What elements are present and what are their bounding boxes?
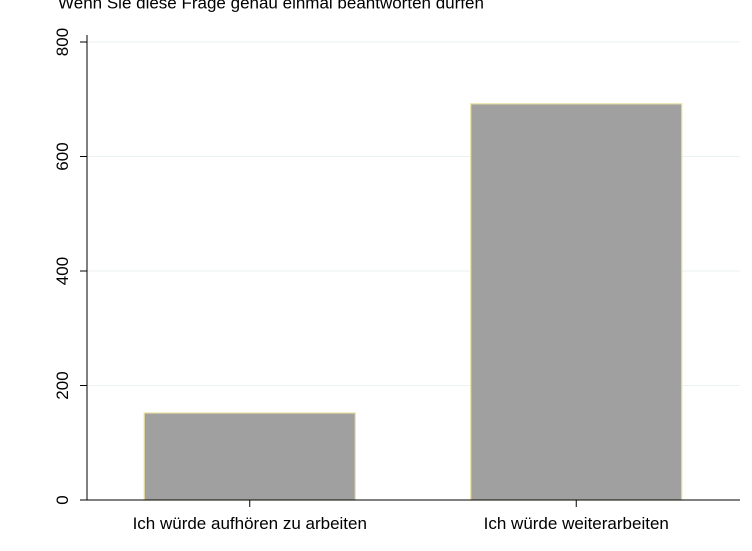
bar-1 [470,103,683,501]
y-tick-label: 200 [53,371,72,399]
y-tick-label: 600 [53,142,72,170]
axes [86,35,740,501]
x-category-label: Ich würde aufhören zu arbeiten [133,514,367,533]
y-tick-label: 0 [53,495,72,504]
y-ticks: 0 200 400 600 800 [53,28,87,505]
header-partial-text: Wenn Sie diese Frage genau einmal beantw… [58,0,484,12]
y-tick-label: 400 [53,257,72,285]
x-category-label: Ich würde weiterarbeiten [484,514,669,533]
x-ticks: Ich würde aufhören zu arbeiten Ich würde … [133,500,669,533]
bar-0 [143,412,356,501]
y-tick-label: 800 [53,28,72,56]
bars [143,103,683,501]
